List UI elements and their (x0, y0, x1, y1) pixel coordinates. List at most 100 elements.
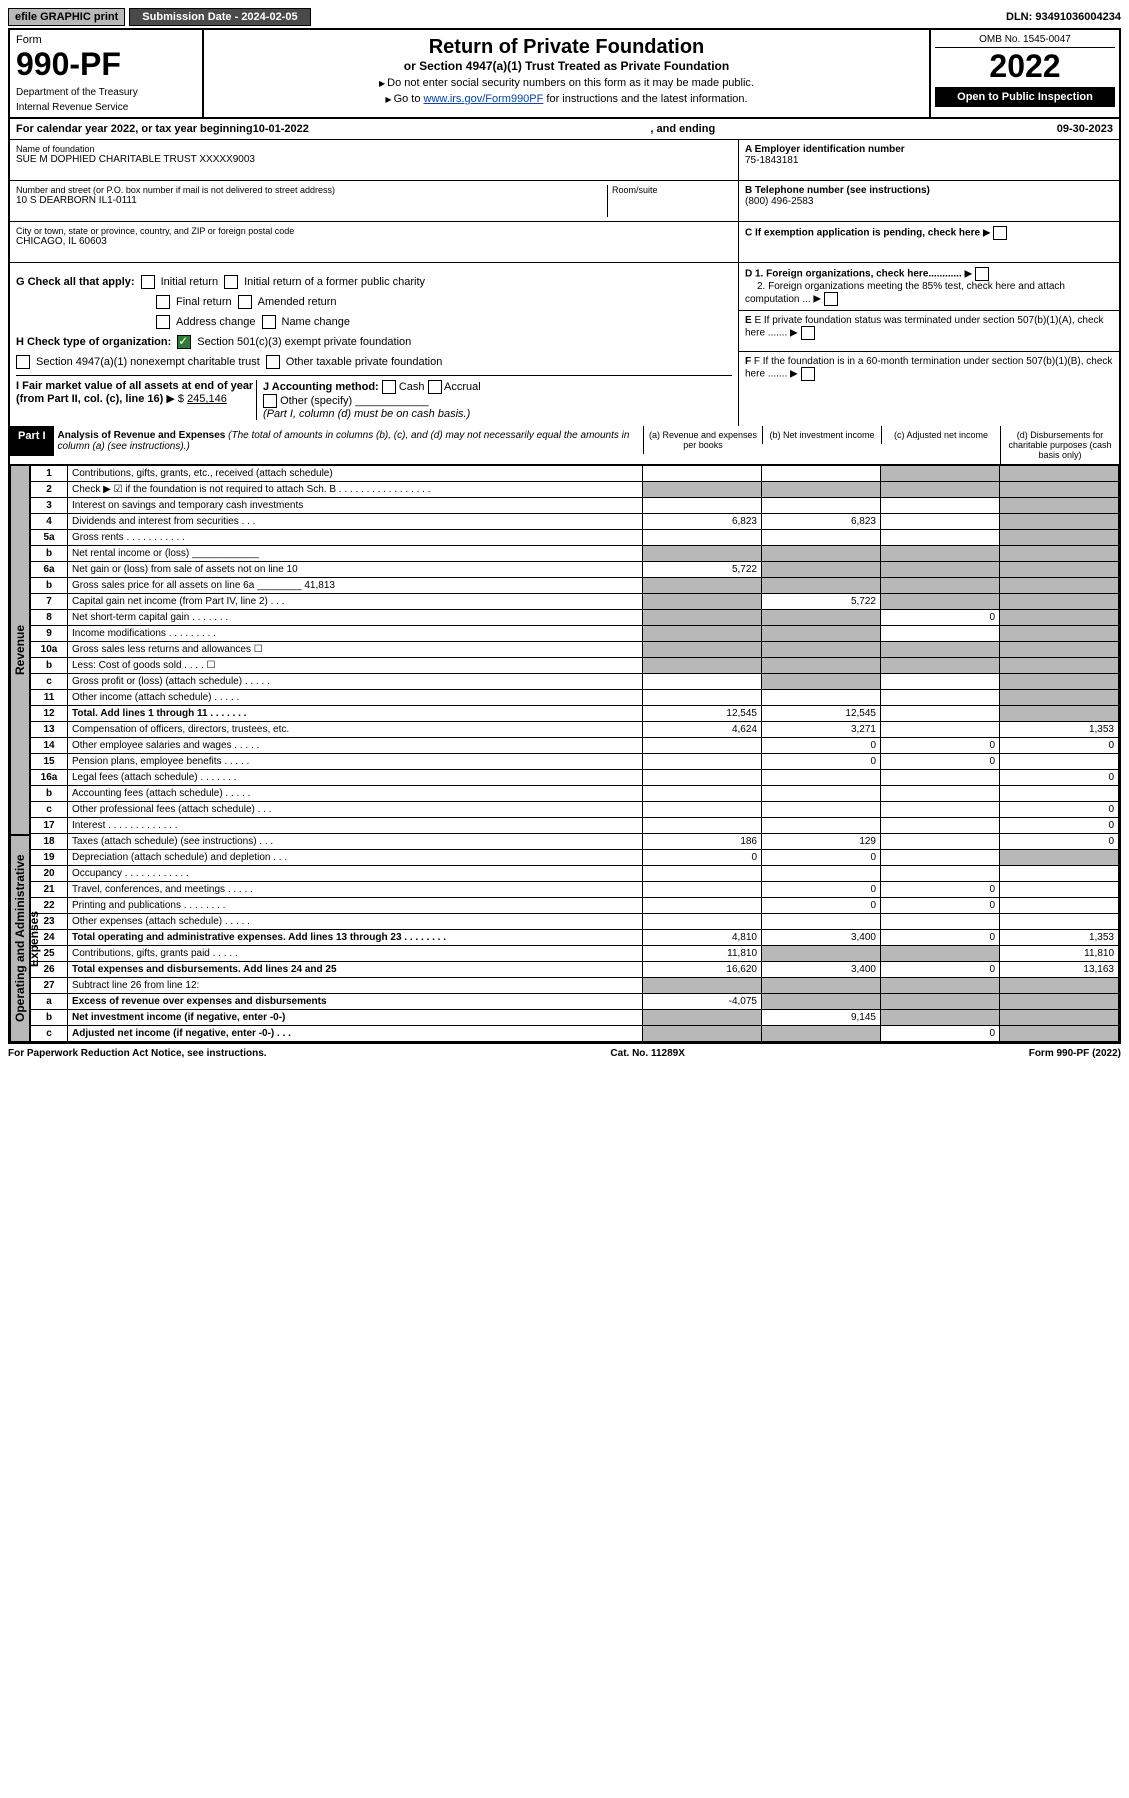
col-a-val (643, 770, 762, 786)
chk-501c3[interactable] (177, 335, 191, 349)
col-c-val (881, 546, 1000, 562)
chk-accrual[interactable] (428, 380, 442, 394)
chk-cash[interactable] (382, 380, 396, 394)
h-opt-1: Section 501(c)(3) exempt private foundat… (197, 336, 411, 348)
line-desc: Net gain or (loss) from sale of assets n… (68, 562, 643, 578)
chk-d2[interactable] (824, 292, 838, 306)
col-b-val (762, 802, 881, 818)
col-c-val (881, 786, 1000, 802)
line-desc: Gross profit or (loss) (attach schedule)… (68, 674, 643, 690)
col-b-val (762, 690, 881, 706)
chk-initial-former[interactable] (224, 275, 238, 289)
col-b-val: 3,400 (762, 962, 881, 978)
line-num: 4 (31, 514, 68, 530)
col-c-val (881, 1010, 1000, 1026)
col-d-val (1000, 1026, 1119, 1042)
col-a-val: 186 (643, 834, 762, 850)
h-opt-3: Other taxable private foundation (286, 356, 443, 368)
chk-other-method[interactable] (263, 394, 277, 408)
line-desc: Total operating and administrative expen… (68, 930, 643, 946)
line-desc: Dividends and interest from securities .… (68, 514, 643, 530)
col-b-val (762, 498, 881, 514)
line-desc: Excess of revenue over expenses and disb… (68, 994, 643, 1010)
inst-link[interactable]: www.irs.gov/Form990PF (424, 93, 544, 105)
name-cell: Name of foundation SUE M DOPHIED CHARITA… (10, 140, 738, 181)
phone-value: (800) 496-2583 (745, 196, 813, 207)
col-b-val (762, 786, 881, 802)
col-c-val (881, 802, 1000, 818)
ein-value: 75-1843181 (745, 155, 798, 166)
col-a-val (643, 818, 762, 834)
tax-year: 2022 (935, 48, 1115, 85)
chk-4947[interactable] (16, 355, 30, 369)
chk-other-taxable[interactable] (266, 355, 280, 369)
col-a-val (643, 898, 762, 914)
col-d-val (1000, 626, 1119, 642)
col-b-val (762, 946, 881, 962)
line-num: b (31, 786, 68, 802)
col-a-val (643, 482, 762, 498)
line-desc: Net investment income (if negative, ente… (68, 1010, 643, 1026)
chk-c[interactable] (993, 226, 1007, 240)
col-a-val (643, 578, 762, 594)
col-b-val (762, 978, 881, 994)
col-c-val (881, 674, 1000, 690)
line-num: c (31, 802, 68, 818)
col-b-val: 0 (762, 754, 881, 770)
revenue-label: Revenue (10, 465, 30, 835)
chk-initial-return[interactable] (141, 275, 155, 289)
line-desc: Legal fees (attach schedule) . . . . . .… (68, 770, 643, 786)
col-d-val (1000, 658, 1119, 674)
line-num: 27 (31, 978, 68, 994)
line-desc: Depreciation (attach schedule) and deple… (68, 850, 643, 866)
chk-d1[interactable] (975, 267, 989, 281)
j-accrual: Accrual (444, 381, 481, 393)
e-cell: E E If private foundation status was ter… (739, 311, 1119, 352)
col-d-val (1000, 1010, 1119, 1026)
col-a-val (643, 690, 762, 706)
chk-f[interactable] (801, 367, 815, 381)
col-c-val (881, 594, 1000, 610)
chk-amended[interactable] (238, 295, 252, 309)
col-a-val (643, 1026, 762, 1042)
col-b-val: 3,271 (762, 722, 881, 738)
line-num: 10a (31, 642, 68, 658)
chk-name-change[interactable] (262, 315, 276, 329)
chk-final-return[interactable] (156, 295, 170, 309)
col-b-val (762, 578, 881, 594)
chk-e[interactable] (801, 326, 815, 340)
line-desc: Total expenses and disbursements. Add li… (68, 962, 643, 978)
col-d-val (1000, 786, 1119, 802)
col-c-val: 0 (881, 754, 1000, 770)
line-num: 12 (31, 706, 68, 722)
chk-address-change[interactable] (156, 315, 170, 329)
line-desc: Other professional fees (attach schedule… (68, 802, 643, 818)
line-desc: Adjusted net income (if negative, enter … (68, 1026, 643, 1042)
col-d-hdr: (d) Disbursements for charitable purpose… (1000, 426, 1119, 464)
open-public: Open to Public Inspection (935, 87, 1115, 107)
col-c-val (881, 866, 1000, 882)
col-d-val (1000, 850, 1119, 866)
col-d-val (1000, 994, 1119, 1010)
line-num: 9 (31, 626, 68, 642)
line-num: b (31, 1010, 68, 1026)
line-num: 18 (31, 834, 68, 850)
city-label: City or town, state or province, country… (16, 226, 732, 236)
col-d-val: 1,353 (1000, 930, 1119, 946)
part1-label: Part I (10, 426, 54, 456)
efile-button[interactable]: efile GRAPHIC print (8, 8, 125, 26)
d-cell: D 1. Foreign organizations, check here..… (739, 263, 1119, 311)
col-b-val (762, 914, 881, 930)
j-other: Other (specify) (280, 395, 352, 407)
g-label: G Check all that apply: (16, 276, 135, 288)
g-opt-1: Initial return of a former public charit… (244, 276, 425, 288)
col-b-val (762, 642, 881, 658)
line-num: 17 (31, 818, 68, 834)
col-a-val: 12,545 (643, 706, 762, 722)
line-num: b (31, 546, 68, 562)
col-c-val (881, 658, 1000, 674)
col-c-val: 0 (881, 738, 1000, 754)
form-id-box: Form 990-PF Department of the Treasury I… (10, 30, 204, 117)
cal-pre: For calendar year 2022, or tax year begi… (16, 123, 253, 135)
line-desc: Taxes (attach schedule) (see instruction… (68, 834, 643, 850)
